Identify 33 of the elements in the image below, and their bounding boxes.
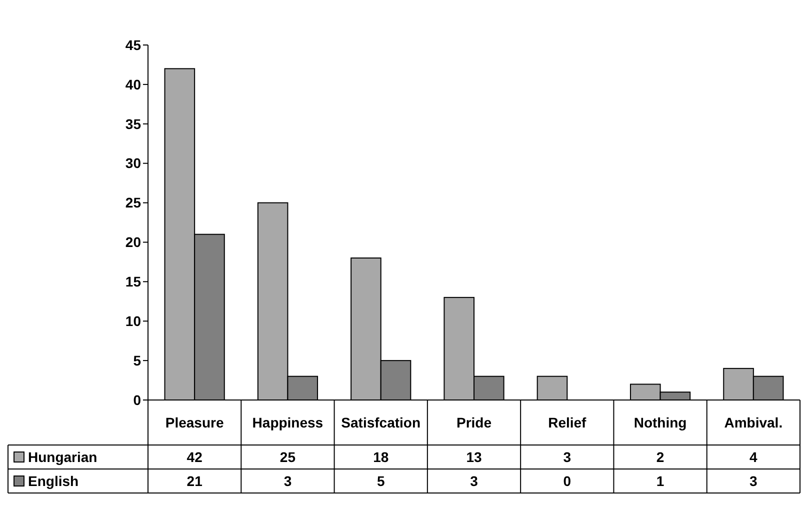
data-label: 25 (280, 448, 296, 465)
data-label: 3 (563, 448, 572, 465)
data-label: 4 (750, 448, 758, 465)
data-label: 0 (563, 472, 572, 489)
x-tick-label: Pleasure (165, 414, 224, 430)
y-tick-label: 40 (125, 76, 142, 92)
y-tick-label: 15 (125, 274, 142, 290)
x-tick-label: Nothing (634, 414, 687, 430)
y-tick-label: 25 (125, 194, 142, 211)
x-tick-label: Ambival. (724, 414, 783, 430)
data-label: 3 (750, 472, 758, 489)
data-label: 13 (466, 448, 482, 465)
data-label: 3 (284, 472, 292, 489)
legend-label: Hungarian (28, 448, 98, 465)
data-label: 1 (656, 472, 664, 489)
x-tick-label: Satisfcation (341, 414, 421, 430)
x-tick-label: Relief (548, 414, 587, 430)
data-label: 18 (373, 448, 389, 465)
x-tick-label: Pride (456, 414, 492, 430)
x-tick-label: Happiness (252, 414, 324, 430)
data-label: 5 (376, 472, 385, 489)
y-tick-label: 30 (125, 155, 142, 172)
y-tick-label: 35 (125, 116, 142, 132)
data-label: 2 (656, 448, 664, 465)
data-label: 42 (186, 448, 203, 465)
y-tick-label: 5 (133, 352, 142, 368)
y-tick-label: 45 (125, 36, 142, 53)
legend-label: English (28, 472, 79, 489)
y-tick-label: 0 (133, 392, 142, 408)
data-label: 3 (470, 472, 478, 489)
y-tick-label: 10 (125, 313, 142, 330)
data-label: 21 (186, 472, 203, 489)
y-tick-label: 20 (125, 234, 142, 250)
